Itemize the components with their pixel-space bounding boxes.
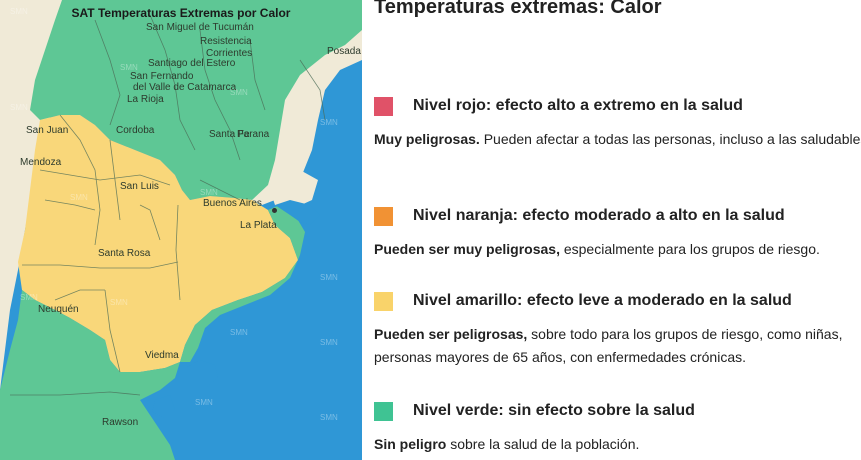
desc-bold: Pueden ser muy peligrosas,: [374, 241, 560, 257]
svg-text:SMN: SMN: [110, 298, 128, 307]
desc-bold: Pueden ser peligrosas,: [374, 326, 528, 342]
zone-green-coast: [180, 205, 305, 362]
green-swatch: [374, 401, 393, 421]
svg-text:SMN: SMN: [320, 413, 338, 422]
city-label: Santa Rosa: [98, 248, 151, 259]
desc-bold: Sin peligro: [374, 436, 447, 452]
city-label: Parana: [237, 129, 270, 140]
city-label: Cordoba: [116, 125, 155, 136]
alert-map: SMN SMN SMN SMN SMN SMN SMN SMN SMN SMN …: [0, 0, 362, 460]
map-graphic: SMN SMN SMN SMN SMN SMN SMN SMN SMN SMN …: [0, 0, 362, 460]
city-label: Corrientes: [206, 48, 253, 59]
level-label: Nivel naranja: efecto moderado a alto en…: [413, 207, 785, 224]
smn-watermarks: SMN SMN SMN SMN SMN SMN SMN SMN SMN SMN …: [10, 7, 338, 422]
level-description: Pueden ser peligrosas, sobre todo para l…: [374, 323, 861, 369]
svg-text:SMN: SMN: [230, 88, 248, 97]
level-label: Nivel rojo: efecto alto a extremo en la …: [413, 97, 743, 114]
level-description: Muy peligrosas. Pueden afectar a todas l…: [374, 128, 861, 151]
map-title: SAT Temperaturas Extremas por Calor: [71, 6, 291, 20]
desc-rest: sobre la salud de la población.: [446, 436, 640, 452]
zone-green-south: [0, 290, 180, 460]
city-label: Posada: [327, 46, 361, 57]
city-label: Neuquén: [38, 304, 79, 315]
orange-swatch: [374, 206, 393, 226]
city-label: Rawson: [102, 417, 139, 428]
level-description: Sin peligro sobre la salud de la poblaci…: [374, 433, 861, 456]
legend-panel: Temperaturas extremas: Calor Nivel rojo:…: [374, 0, 861, 460]
level-description: Pueden ser muy peligrosas, especialmente…: [374, 238, 861, 261]
city-label: San Fernando: [130, 71, 194, 82]
red-swatch: [374, 96, 393, 116]
svg-text:SMN: SMN: [120, 63, 138, 72]
city-label: Santa Fe: [209, 129, 250, 140]
city-label: del Valle de Catamarca: [133, 82, 237, 93]
svg-text:SMN: SMN: [320, 118, 338, 127]
capital-marker: [272, 208, 277, 213]
svg-text:SMN: SMN: [200, 188, 218, 197]
zone-yellow-central: [18, 115, 298, 372]
desc-bold: Muy peligrosas.: [374, 131, 480, 147]
svg-text:SMN: SMN: [10, 7, 28, 16]
neighbor-uruguay: [265, 170, 318, 210]
level-orange: Nivel naranja: efecto moderado a alto en…: [374, 205, 785, 227]
zone-green-north: [30, 0, 362, 200]
svg-text:SMN: SMN: [20, 293, 38, 302]
desc-rest: Pueden afectar a todas las personas, inc…: [479, 131, 861, 147]
city-label: San Luis: [120, 181, 159, 192]
city-label: Santiago del Estero: [148, 58, 236, 69]
level-label: Nivel amarillo: efecto leve a moderado e…: [413, 292, 792, 309]
city-label: San Miguel de Tucumán: [146, 22, 254, 33]
svg-text:SMN: SMN: [320, 273, 338, 282]
svg-text:SMN: SMN: [230, 328, 248, 337]
svg-text:SMN: SMN: [10, 103, 28, 112]
svg-text:SMN: SMN: [195, 398, 213, 407]
city-label: La Rioja: [127, 94, 164, 105]
city-label: Resistencia: [200, 36, 252, 47]
sea-gulf-san-matias: [178, 360, 218, 388]
level-red: Nivel rojo: efecto alto a extremo en la …: [374, 95, 743, 117]
city-label: San Juan: [26, 125, 69, 136]
svg-text:SMN: SMN: [70, 193, 88, 202]
level-yellow: Nivel amarillo: efecto leve a moderado e…: [374, 290, 792, 312]
city-label: Viedma: [145, 350, 179, 361]
level-label: Nivel verde: sin efecto sobre la salud: [413, 402, 695, 419]
desc-rest: especialmente para los grupos de riesgo.: [559, 241, 820, 257]
desc-rest: sobre todo para los grupos de riesgo, co…: [374, 326, 843, 365]
sea-gulf-san-jorge: [152, 395, 175, 418]
sea-rio-plata: [275, 200, 320, 225]
city-label: Buenos Aires: [203, 198, 262, 209]
svg-text:SMN: SMN: [320, 338, 338, 347]
yellow-swatch: [374, 291, 393, 311]
province-borders: [10, 14, 326, 396]
city-label: La Plata: [240, 220, 277, 231]
legend-title: Temperaturas extremas: Calor: [374, 0, 662, 18]
level-green: Nivel verde: sin efecto sobre la salud: [374, 400, 695, 422]
city-label: Mendoza: [20, 157, 62, 168]
